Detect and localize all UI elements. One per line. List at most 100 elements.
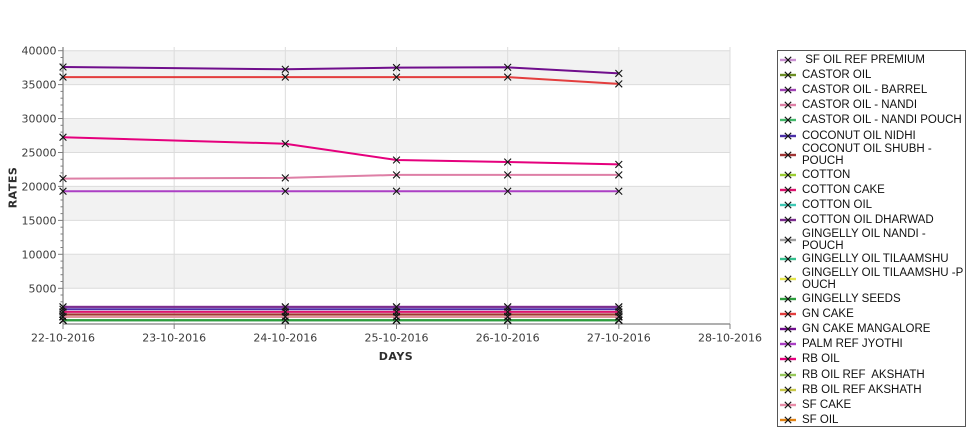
legend-item-label: SF OIL REF PREMIUM [802,53,925,66]
legend-swatch [780,201,796,209]
y-axis-tick-label: 25000 [22,147,57,160]
legend-swatch [780,171,796,179]
data-point-x-marker [281,73,290,81]
x-axis-title: DAYS [378,350,414,363]
legend-item: COCONUT OIL SHUBH -POUCH [778,143,965,167]
legend-swatch [780,340,796,348]
legend-x-marker-icon [784,201,792,209]
legend-item: RB OIL REF AKSHATH [778,367,965,382]
legend-item: GINGELLY SEEDS [778,291,965,306]
x-axis-tick-label: 23-10-2016 [142,332,206,345]
legend-item: CASTOR OIL - NANDI POUCH [778,113,965,128]
data-point-x-marker [392,171,401,179]
legend-x-marker-icon [784,71,792,79]
legend-swatch [780,56,796,64]
legend-x-marker-icon [784,86,792,94]
legend-item: COTTON CAKE [778,182,965,197]
legend-item: COCONUT OIL NIDHI [778,128,965,143]
data-point-x-marker [59,316,67,324]
legend-x-marker-icon [784,325,792,333]
legend-item: RB OIL [778,352,965,367]
data-point-x-marker [59,303,67,311]
data-point-x-marker [615,80,623,88]
data-point-x-marker [392,63,401,72]
legend-x-marker-icon [784,371,792,379]
data-point-x-marker [615,313,623,321]
data-point-x-marker [392,73,401,81]
data-point-x-marker [615,69,623,78]
legend-x-marker-icon [784,275,792,283]
legend-x-marker-icon [784,255,792,264]
legend-x-marker-icon [784,340,792,348]
y-axis-tick-label: 30000 [22,113,57,126]
legend-x-marker-icon [784,131,792,140]
data-point-x-marker [392,187,401,195]
y-axis-tick-label: 35000 [22,79,57,92]
data-point-x-marker [503,171,512,179]
legend-swatch [780,151,796,159]
legend-x-marker-icon [784,310,792,318]
legend-item: GINGELLY OIL NANDI -POUCH [778,228,965,252]
legend-item-label: COTTON OIL [802,199,873,212]
data-point-x-marker [503,313,512,321]
legend-swatch [780,255,796,264]
legend-x-marker-icon [784,171,792,179]
legend-item-label: SF CAKE [802,398,852,411]
legend-x-marker-icon [784,295,792,303]
legend-item: SF OIL REF PREMIUM [778,52,965,67]
legend-swatch [780,401,796,409]
x-axis-tick-label: 24-10-2016 [253,332,317,345]
data-point-x-marker [59,313,67,321]
legend-item: CASTOR OIL [778,67,965,82]
legend-item-label: COCONUT OIL SHUBH -POUCH [802,143,932,168]
data-point-x-marker [392,303,401,311]
legend-item-label: GINGELLY OIL TILAAMSHU -P OUCH [802,267,964,292]
data-point-x-marker [392,316,401,324]
y-axis-tick-label: 15000 [22,214,57,227]
data-point-x-marker [615,171,623,179]
x-axis-tick-label: 28-10-2016 [698,332,762,345]
legend-item-label: GINGELLY SEEDS [802,292,901,305]
data-point-x-marker [615,316,623,324]
legend-swatch [780,101,796,109]
legend-swatch [780,295,796,303]
legend-item-label: COTTON CAKE [802,183,885,196]
x-axis-tick-label: 27-10-2016 [587,332,651,345]
data-point-x-marker [615,187,623,195]
legend-item-label: GN CAKE MANGALORE [802,323,931,336]
legend-x-marker-icon [784,216,792,224]
data-point-x-marker [503,158,512,166]
legend-x-marker-icon [784,401,792,409]
legend-x-marker-icon [784,186,792,194]
y-axis-title: RATES [6,166,20,209]
legend-item-label: SF OIL [802,414,839,427]
legend-swatch [780,71,796,79]
legend-swatch [780,371,796,379]
legend-x-marker-icon [784,56,792,64]
legend-item-label: RB OIL [802,353,840,366]
chart-legend: SF OIL REF PREMIUM CASTOR OIL CASTOR OIL -… [777,50,966,427]
legend-item-label: RB OIL REF AKSHATH [802,368,925,381]
data-point-x-marker [59,73,67,81]
legend-item: PALM REF JYOTHI [778,337,965,352]
data-point-x-marker [281,174,290,182]
data-point-x-marker [392,313,401,321]
x-axis-tick-label: 26-10-2016 [476,332,540,345]
legend-item: GINGELLY OIL TILAAMSHU [778,252,965,267]
legend-item-label: CASTOR OIL - NANDI [802,99,918,112]
legend-item-label: PALM REF JYOTHI [802,338,903,351]
data-point-x-marker [59,133,67,141]
legend-x-marker-icon [784,386,792,394]
y-axis-tick-label: 20000 [22,180,57,193]
legend-item-label: CASTOR OIL [802,68,872,81]
legend-swatch [780,216,796,224]
legend-swatch [780,355,796,363]
legend-swatch [780,236,796,244]
data-point-x-marker [503,303,512,311]
legend-item: SF OIL [778,413,965,428]
legend-x-marker-icon [784,236,792,244]
x-axis-tick-label: 22-10-2016 [31,332,95,345]
legend-item-label: COCONUT OIL NIDHI [802,129,916,142]
